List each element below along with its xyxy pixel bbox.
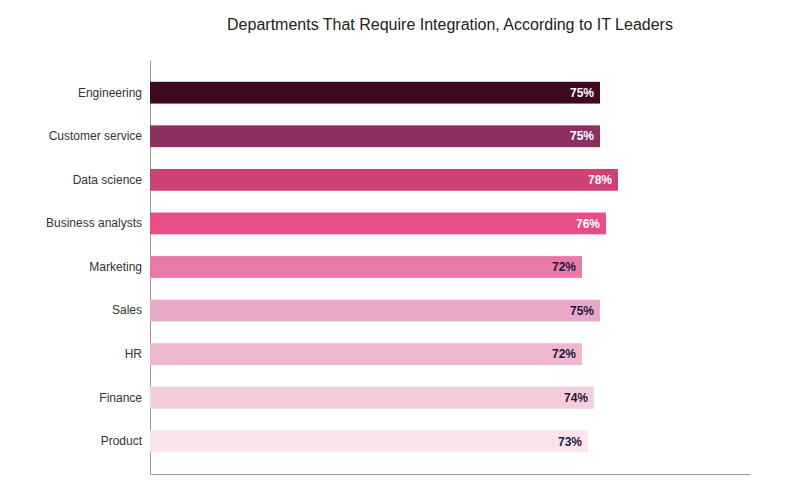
y-tick: Customer service <box>49 129 143 143</box>
plot: Engineering Customer service Data science B… <box>46 61 751 475</box>
bar <box>150 256 582 278</box>
y-tick: Engineering <box>78 86 142 100</box>
bar <box>150 430 588 452</box>
bar <box>150 300 600 322</box>
chart: Departments That Require Integration, Ac… <box>0 0 800 504</box>
y-axis: Engineering Customer service Data science B… <box>46 61 151 475</box>
data-label: 75% <box>570 129 594 143</box>
y-tick-label: Engineering <box>78 86 142 100</box>
y-tick-label: HR <box>125 347 143 361</box>
bar <box>150 82 600 104</box>
y-tick-label: Customer service <box>49 129 143 143</box>
bars <box>150 82 618 452</box>
bar <box>150 169 618 191</box>
bar <box>150 387 594 409</box>
y-tick-label: Product <box>101 434 143 448</box>
data-label: 76% <box>576 217 600 231</box>
data-label: 74% <box>564 391 588 405</box>
data-label: 75% <box>570 304 594 318</box>
data-labels: 75% 75% 78% 76% 72% 75% 72% 74% 73% <box>552 86 612 449</box>
y-tick: Product <box>101 434 143 448</box>
data-label: 72% <box>552 347 576 361</box>
y-tick-label: Business analysts <box>46 216 142 230</box>
data-label: 78% <box>588 173 612 187</box>
bar <box>150 213 606 235</box>
y-tick: HR <box>125 347 143 361</box>
bar <box>150 125 600 147</box>
title: Departments That Require Integration, Ac… <box>227 16 673 33</box>
y-tick-label: Data science <box>73 173 143 187</box>
y-tick-label: Finance <box>99 391 142 405</box>
y-tick: Finance <box>99 391 142 405</box>
y-tick-label: Marketing <box>89 260 142 274</box>
y-tick: Business analysts <box>46 216 142 230</box>
y-tick: Sales <box>112 303 142 317</box>
y-tick-label: Sales <box>112 303 142 317</box>
data-label: 73% <box>558 435 582 449</box>
x-axis-line <box>151 474 751 475</box>
data-label: 72% <box>552 260 576 274</box>
bar <box>150 343 582 365</box>
x-axis <box>151 474 751 475</box>
y-tick: Data science <box>73 173 143 187</box>
y-tick: Marketing <box>89 260 142 274</box>
data-label: 75% <box>570 86 594 100</box>
